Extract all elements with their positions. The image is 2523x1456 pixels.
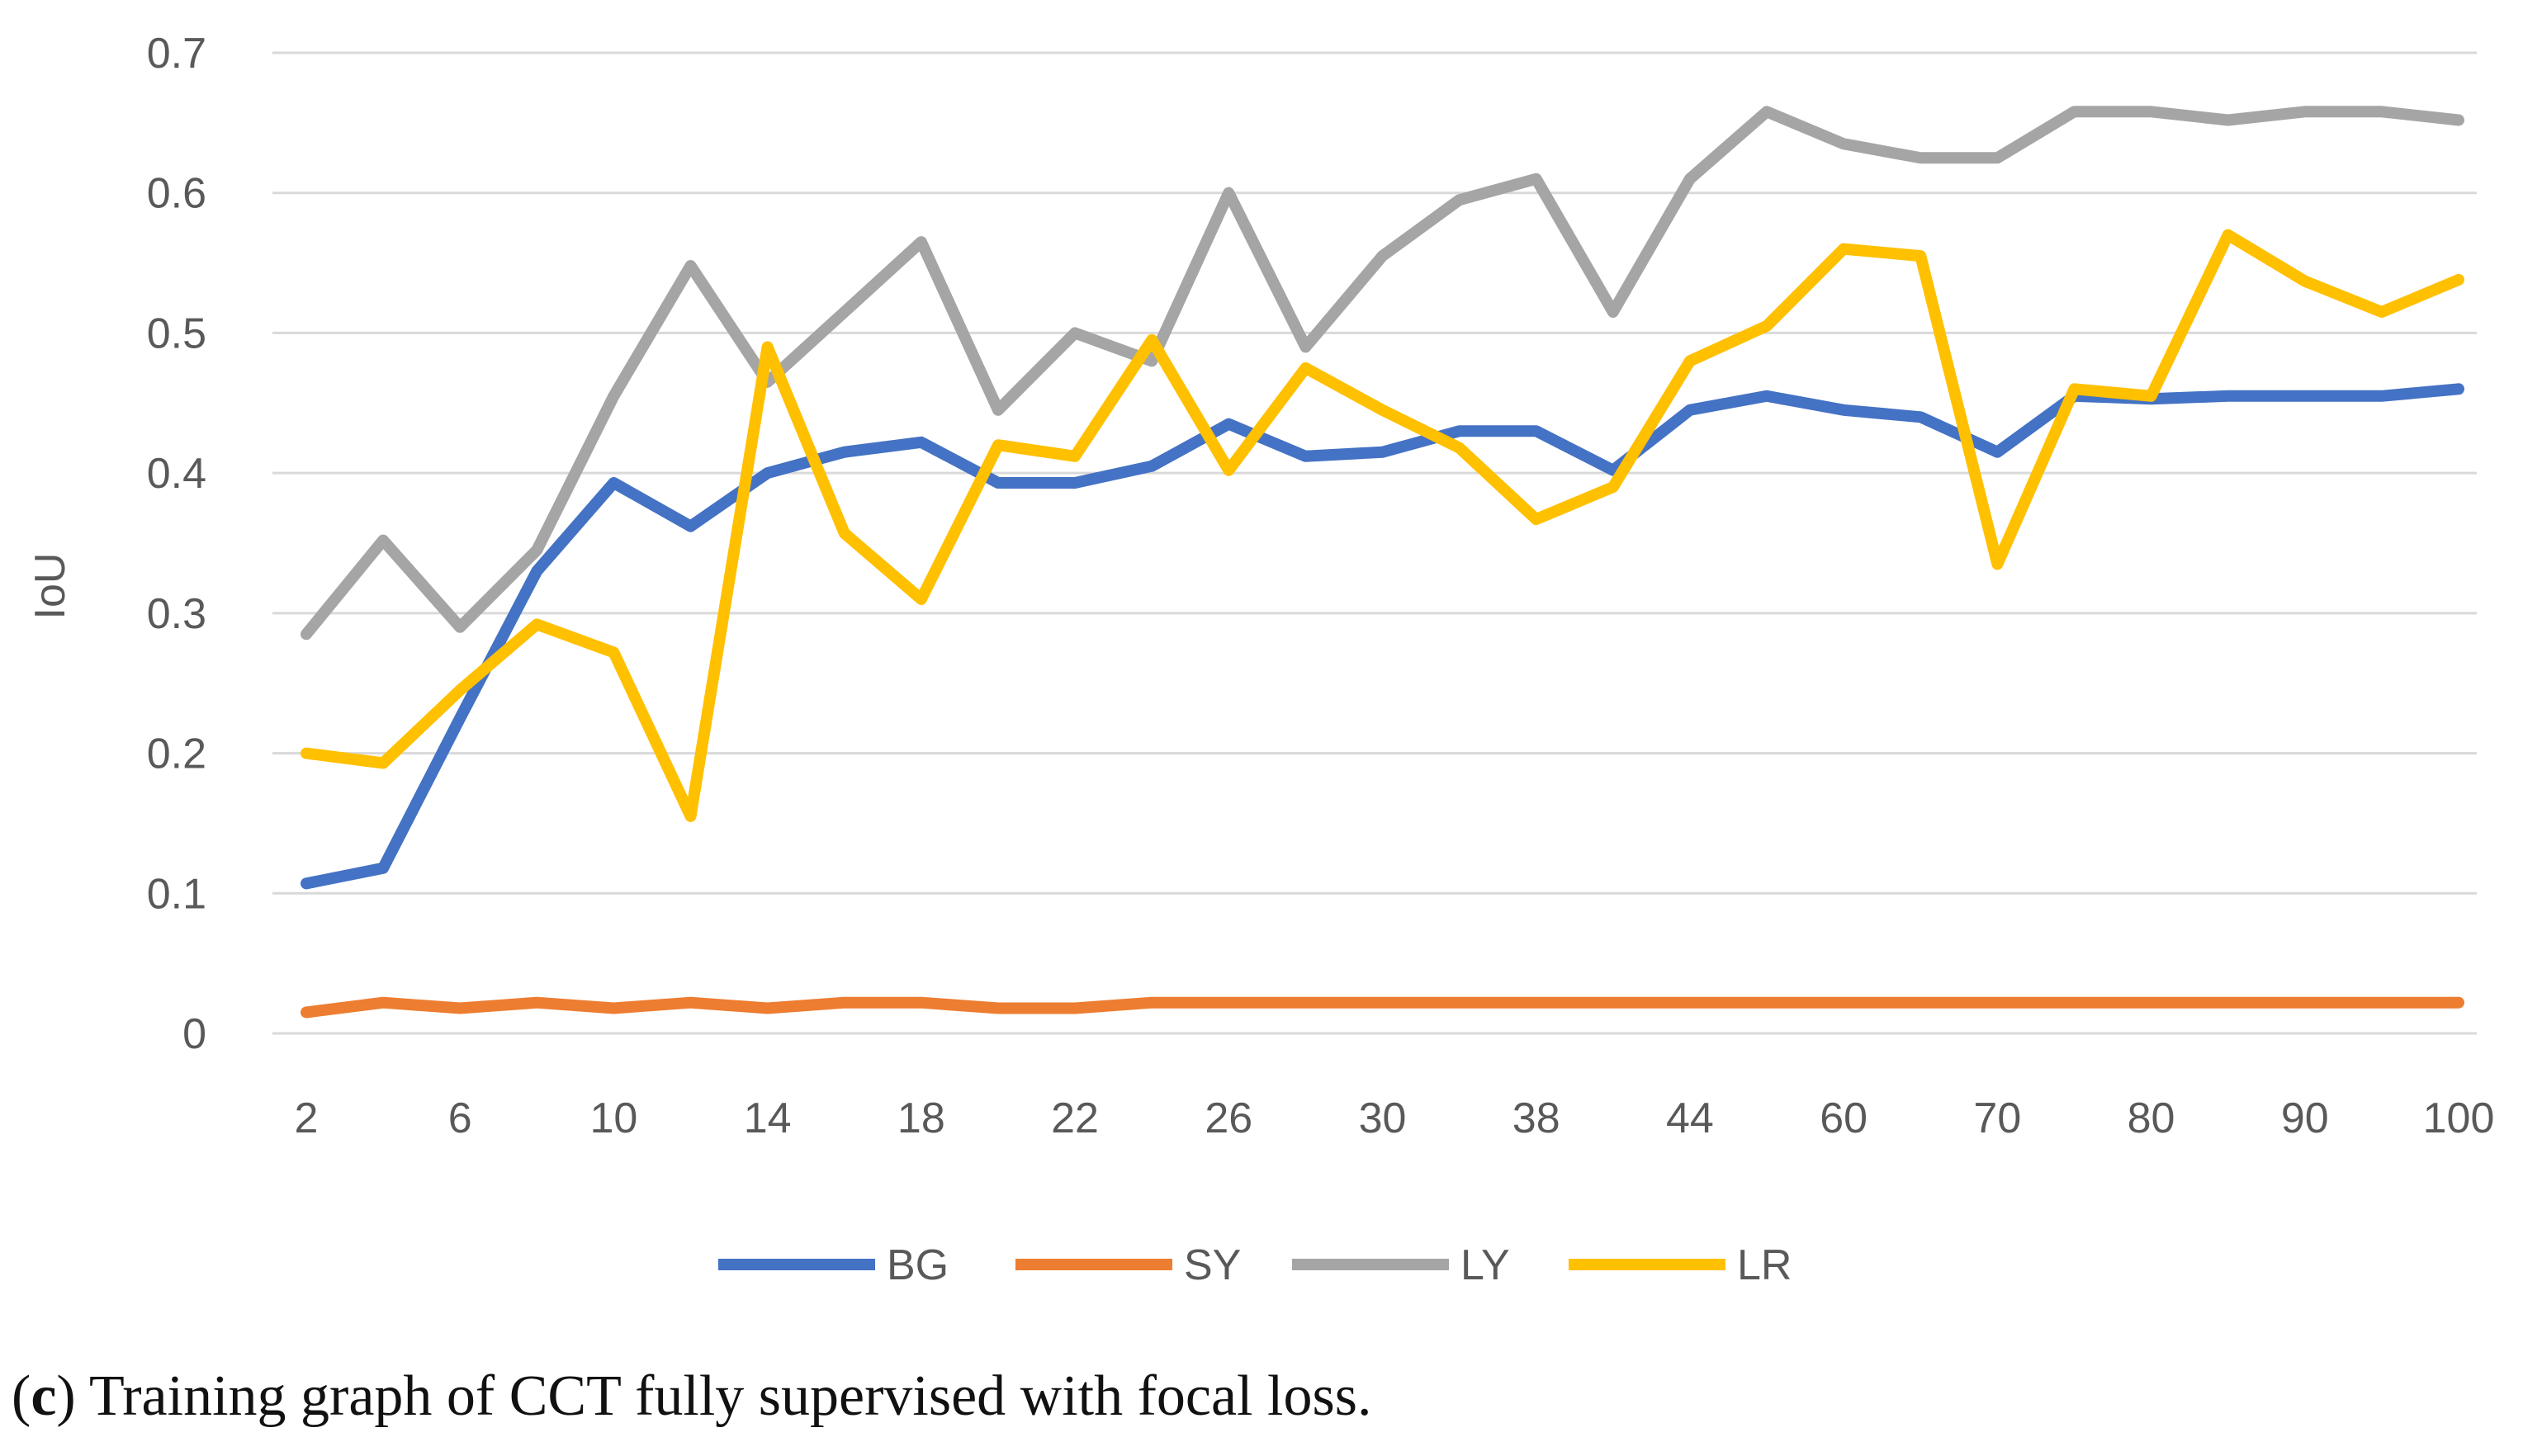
- x-tick-label: 90: [2281, 1094, 2329, 1142]
- y-tick-label: 0.1: [147, 870, 206, 918]
- x-tick-label: 26: [1205, 1094, 1252, 1142]
- x-tick-label: 100: [2423, 1094, 2495, 1142]
- legend-label-sy: SY: [1184, 1241, 1241, 1289]
- series-line-sy: [301, 996, 2464, 1019]
- series-line-lr: [301, 229, 2464, 822]
- legend-label-ly: LY: [1460, 1241, 1510, 1289]
- legend: BG SY LY LR: [718, 1241, 1792, 1289]
- y-axis-ticks: 0 0.1 0.2 0.3 0.4 0.5 0.6 0.7: [147, 30, 206, 1058]
- x-tick-label: 70: [1973, 1094, 2021, 1142]
- y-tick-label: 0.4: [147, 450, 206, 498]
- figure-caption: (c) Training graph of CCT fully supervis…: [12, 1364, 1372, 1428]
- x-axis-ticks: 2 6 10 14 18 22 26 30 38 44 60 70 80 90 100: [295, 1094, 2495, 1142]
- caption-text: Training graph of CCT fully supervised w…: [75, 1364, 1372, 1428]
- y-tick-label: 0.6: [147, 170, 206, 218]
- x-tick-label: 80: [2128, 1094, 2175, 1142]
- y-axis-title: IoU: [26, 553, 74, 620]
- series-lines: [301, 106, 2464, 1019]
- y-tick-label: 0.2: [147, 730, 206, 778]
- x-tick-label: 60: [1820, 1094, 1867, 1142]
- y-tick-label: 0.3: [147, 590, 206, 638]
- y-tick-label: 0.5: [147, 310, 206, 357]
- legend-label-bg: BG: [887, 1241, 949, 1289]
- x-tick-label: 2: [295, 1094, 319, 1142]
- x-tick-label: 6: [448, 1094, 472, 1142]
- x-tick-label: 30: [1359, 1094, 1407, 1142]
- legend-label-lr: LR: [1737, 1241, 1792, 1289]
- x-tick-label: 10: [590, 1094, 638, 1142]
- gridlines: [272, 51, 2477, 1035]
- caption-label: c: [31, 1364, 57, 1428]
- y-tick-label: 0.7: [147, 30, 206, 78]
- x-tick-label: 44: [1666, 1094, 1714, 1142]
- series-line-bg: [301, 383, 2464, 890]
- x-tick-label: 22: [1051, 1094, 1099, 1142]
- x-tick-label: 38: [1512, 1094, 1560, 1142]
- y-tick-label: 0: [182, 1010, 206, 1058]
- series-line-ly: [301, 106, 2464, 641]
- x-tick-label: 14: [744, 1094, 792, 1142]
- x-tick-label: 18: [897, 1094, 945, 1142]
